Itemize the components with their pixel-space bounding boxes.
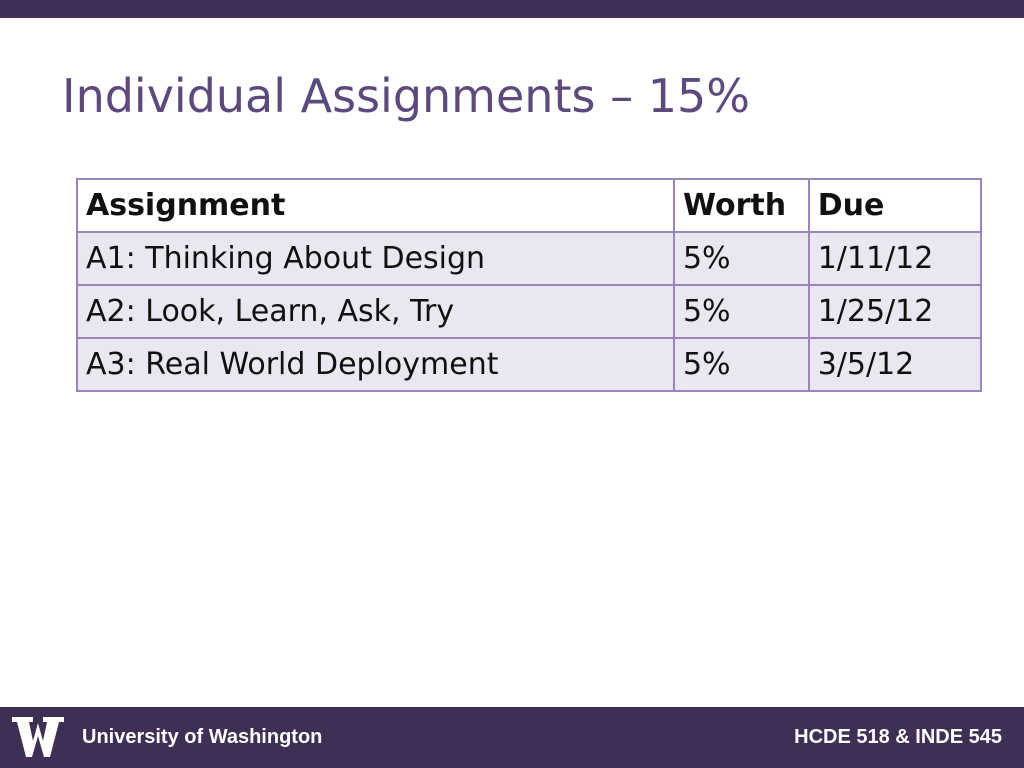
uw-w-logo-icon xyxy=(12,717,64,757)
slide-title: Individual Assignments – 15% xyxy=(62,69,750,123)
worth-cell: 5% xyxy=(672,337,810,392)
table-row: A3: Real World Deployment 5% 3/5/12 xyxy=(76,337,983,392)
worth-cell: 5% xyxy=(672,284,810,339)
column-header-assignment: Assignment xyxy=(76,178,675,233)
table-header-row: Assignment Worth Due xyxy=(76,178,983,233)
assignments-table: Assignment Worth Due A1: Thinking About … xyxy=(76,178,983,392)
table-row: A2: Look, Learn, Ask, Try 5% 1/25/12 xyxy=(76,284,983,339)
table-row: A1: Thinking About Design 5% 1/11/12 xyxy=(76,231,983,286)
course-code: HCDE 518 & INDE 545 xyxy=(794,726,1002,748)
worth-cell: 5% xyxy=(672,231,810,286)
top-accent-bar xyxy=(0,0,1024,18)
assignment-cell: A1: Thinking About Design xyxy=(76,231,675,286)
due-cell: 1/11/12 xyxy=(807,231,983,286)
column-header-worth: Worth xyxy=(672,178,810,233)
footer-bar: University of Washington HCDE 518 & INDE… xyxy=(0,707,1024,768)
due-cell: 3/5/12 xyxy=(807,337,983,392)
assignment-cell: A3: Real World Deployment xyxy=(76,337,675,392)
institution-name: University of Washington xyxy=(82,726,323,748)
due-cell: 1/25/12 xyxy=(807,284,983,339)
assignment-cell: A2: Look, Learn, Ask, Try xyxy=(76,284,675,339)
column-header-due: Due xyxy=(807,178,983,233)
